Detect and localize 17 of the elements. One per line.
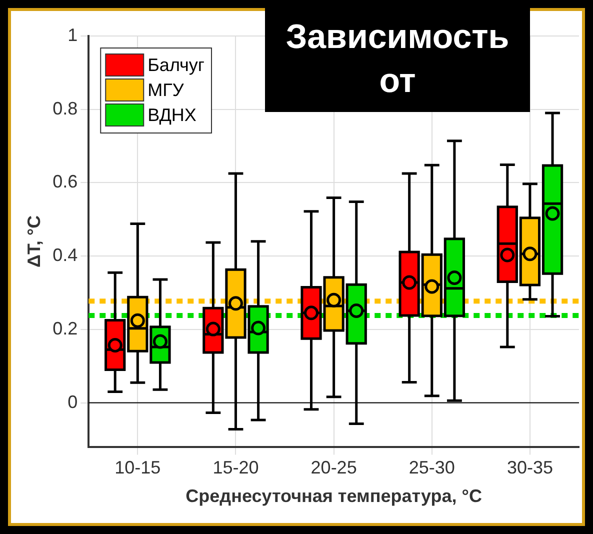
y-tick-label: 0.6 <box>52 172 78 192</box>
x-tick-label: 25-30 <box>408 458 455 478</box>
legend-label: МГУ <box>148 80 184 100</box>
x-tick-label: 30-35 <box>506 458 553 478</box>
y-tick-label: 0.8 <box>52 98 78 118</box>
y-tick-label: 0.4 <box>52 245 78 266</box>
legend-label: ВДНХ <box>148 104 196 125</box>
y-axis-title: ΔT, °C <box>24 215 44 268</box>
x-tick-label: 15-20 <box>212 458 259 478</box>
y-tick-label: 1 <box>68 24 78 45</box>
y-tick-label: 0 <box>68 392 78 412</box>
x-tick-label: 10-15 <box>114 458 161 478</box>
x-tick-label: 20-25 <box>310 458 357 478</box>
y-tick-label: 0.2 <box>52 318 78 338</box>
chart-title: Зависимость от <box>265 6 530 112</box>
legend-label: Балчуг <box>148 54 205 75</box>
x-axis-title: Среднесуточная температура, °C <box>186 486 482 506</box>
